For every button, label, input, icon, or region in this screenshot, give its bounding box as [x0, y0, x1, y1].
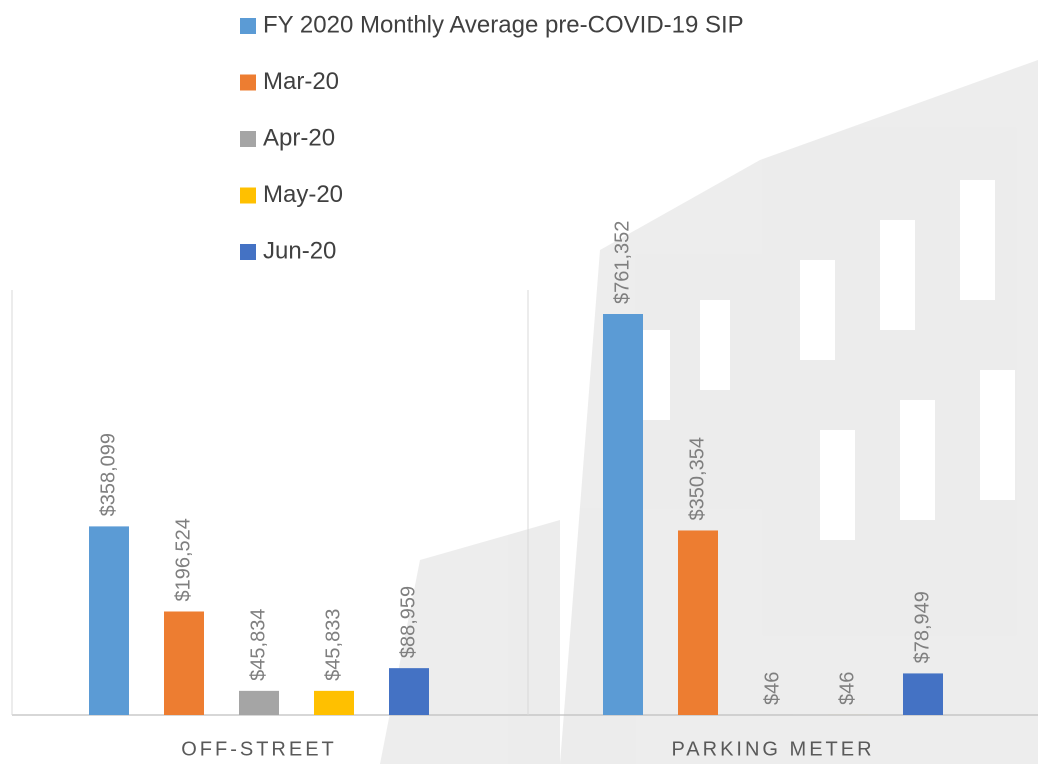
data-label: $46 [761, 672, 783, 705]
legend-label: Jun-20 [263, 237, 336, 264]
bar [239, 691, 279, 715]
data-label: $45,833 [322, 609, 344, 681]
legend-label: Apr-20 [263, 124, 335, 151]
data-label: $45,834 [247, 609, 269, 681]
data-label: $350,354 [686, 437, 708, 520]
legend-swatch [240, 75, 256, 91]
data-label: $196,524 [172, 518, 194, 601]
data-label: $88,959 [397, 586, 419, 658]
legend-swatch [240, 131, 256, 147]
bar [389, 668, 429, 715]
bar [603, 314, 643, 715]
chart: FY 2020 Monthly Average pre-COVID-19 SIP… [0, 0, 1038, 764]
bar [89, 526, 129, 715]
legend-label: FY 2020 Monthly Average pre-COVID-19 SIP [263, 11, 744, 38]
data-label: $358,099 [97, 433, 119, 516]
legend-swatch [240, 18, 256, 34]
legend-label: May-20 [263, 181, 343, 208]
x-tick-label: OFF-STREET [181, 738, 337, 760]
bar [678, 530, 718, 715]
data-label: $78,949 [911, 591, 933, 663]
legend-label: Mar-20 [263, 68, 339, 95]
data-label: $46 [836, 672, 858, 705]
bar [164, 611, 204, 715]
x-tick-label: PARKING METER [671, 738, 874, 760]
data-label: $761,352 [611, 221, 633, 304]
legend-swatch [240, 244, 256, 260]
bar [903, 673, 943, 715]
bar [314, 691, 354, 715]
legend-swatch [240, 188, 256, 204]
